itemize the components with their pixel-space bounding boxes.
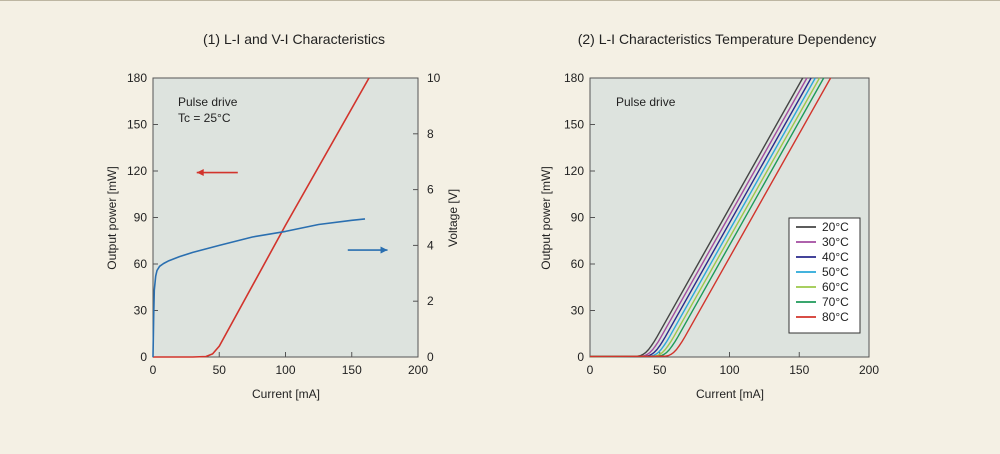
chart2-legend-label: 20°C: [822, 220, 849, 234]
chart1-ytick-label: 180: [127, 71, 147, 85]
chart1-xtick-label: 150: [342, 363, 362, 377]
chart1-ytick-label: 60: [134, 257, 148, 271]
chart1-arrow-left-head: [196, 169, 204, 177]
chart1-ytick-label: 150: [127, 118, 147, 132]
chart2-legend-label: 30°C: [822, 235, 849, 249]
chart2-ytick-label: 120: [564, 164, 584, 178]
chart2-ytick-label: 150: [564, 118, 584, 132]
chart1-y2tick-label: 2: [427, 294, 434, 308]
chart2-xtick-label: 0: [587, 363, 594, 377]
chart1-ytick-label: 120: [127, 164, 147, 178]
chart2-legend-label: 80°C: [822, 310, 849, 324]
chart2-title: (2) L-I Characteristics Temperature Depe…: [578, 31, 877, 47]
chart1-ylabel: Output power [mW]: [105, 166, 119, 269]
chart2-xtick-label: 50: [653, 363, 667, 377]
chart1-y2tick-label: 6: [427, 183, 434, 197]
chart2-ytick-label: 180: [564, 71, 584, 85]
chart2-xtick-label: 200: [859, 363, 879, 377]
chart2-xlabel: Current [mA]: [696, 387, 764, 401]
chart1-annotation-drive: Pulse drive: [178, 95, 238, 109]
chart2-ytick-label: 60: [571, 257, 585, 271]
chart1-ytick-label: 90: [134, 211, 148, 225]
chart2-legend-label: 60°C: [822, 280, 849, 294]
chart2-ytick-label: 0: [577, 350, 584, 364]
chart2-legend-box: [788, 217, 861, 334]
chart2-legend-label: 70°C: [822, 295, 849, 309]
chart2-ytick-label: 30: [571, 304, 585, 318]
chart1-ytick-label: 0: [140, 350, 147, 364]
chart1-y2tick-label: 0: [427, 350, 434, 364]
chart2-ylabel: Output power [mW]: [539, 166, 553, 269]
chart1-xtick-label: 50: [213, 363, 227, 377]
chart1-y2tick-label: 10: [427, 71, 441, 85]
top-border: [0, 0, 1000, 1]
chart-li-temperature: (2) L-I Characteristics Temperature Depe…: [539, 31, 879, 401]
chart1-xtick-label: 0: [150, 363, 157, 377]
chart1-y2tick-label: 8: [427, 127, 434, 141]
chart1-y2tick-label: 4: [427, 238, 434, 252]
chart2-legend-label: 50°C: [822, 265, 849, 279]
chart2-xtick-label: 150: [789, 363, 809, 377]
chart2-series-line-7: [589, 77, 832, 358]
chart2-xtick-label: 100: [719, 363, 739, 377]
chart1-series-power-line: [153, 77, 370, 358]
chart1-xlabel: Current [mA]: [252, 387, 320, 401]
chart1-title: (1) L-I and V-I Characteristics: [203, 31, 385, 47]
chart1-xtick-label: 100: [275, 363, 295, 377]
chart2-annotation-drive: Pulse drive: [616, 95, 676, 109]
chart1-arrow-right-head: [380, 246, 388, 254]
chart2-legend-label: 40°C: [822, 250, 849, 264]
chart1-series-voltage-line: [152, 218, 366, 358]
chart1-y2label: Voltage [V]: [446, 189, 460, 247]
chart-li-vi: (1) L-I and V-I Characteristics 0 50 100 15…: [105, 31, 460, 401]
chart1-xtick-label: 200: [408, 363, 428, 377]
chart1-ytick-label: 30: [134, 304, 148, 318]
chart2-legend: 20°C30°C40°C50°C60°C70°C80°C: [788, 217, 861, 334]
chart2-ytick-label: 90: [571, 211, 585, 225]
chart1-annotation-temp: Tc = 25°C: [178, 111, 231, 125]
chart1-plot-area: [152, 77, 419, 358]
